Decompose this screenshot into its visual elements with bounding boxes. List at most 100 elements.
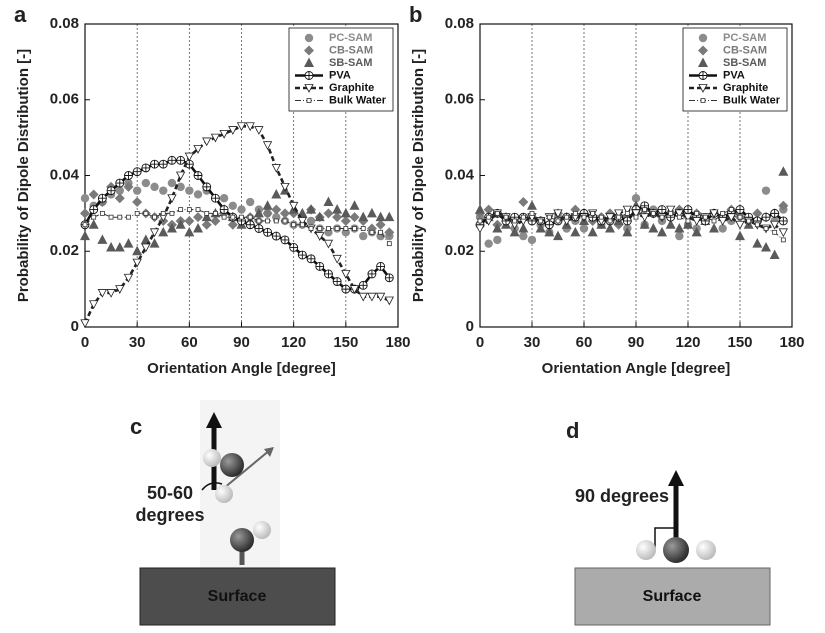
marker [761, 212, 771, 222]
legend-label: PVA [723, 69, 745, 81]
marker [384, 211, 395, 222]
marker [299, 222, 305, 228]
marker [642, 207, 648, 212]
marker [341, 284, 351, 294]
y-tick-label: 0.08 [50, 15, 79, 32]
y-tick-label: 0.04 [445, 166, 475, 183]
marker [262, 141, 273, 151]
marker [486, 214, 492, 220]
marker [80, 208, 90, 219]
marker [674, 209, 684, 219]
oxygen [220, 453, 244, 477]
marker [761, 241, 771, 252]
marker [605, 223, 615, 233]
marker [123, 238, 134, 248]
marker [570, 204, 581, 215]
marker [484, 239, 493, 248]
marker [709, 209, 719, 219]
marker [273, 218, 279, 224]
marker [282, 218, 288, 224]
marker [132, 258, 142, 268]
marker [493, 235, 502, 245]
panel-label: a [14, 2, 27, 27]
marker [201, 219, 212, 230]
legend-marker [700, 98, 706, 103]
legend-marker [698, 84, 708, 93]
marker [770, 208, 780, 218]
marker [384, 227, 395, 238]
marker [114, 241, 125, 252]
marker [82, 222, 88, 228]
marker [555, 218, 561, 224]
marker [572, 210, 578, 216]
marker [228, 126, 238, 135]
marker [378, 229, 384, 235]
marker [648, 223, 659, 233]
plot-frame [479, 23, 793, 328]
marker [326, 226, 331, 231]
marker [193, 212, 204, 223]
arrow-head [264, 447, 274, 457]
marker [308, 226, 314, 231]
marker [544, 220, 554, 230]
marker [184, 159, 194, 169]
marker [314, 211, 325, 222]
marker [709, 223, 719, 233]
surface [574, 567, 771, 626]
legend-label: Bulk Water [329, 94, 387, 106]
oxygen [230, 528, 254, 552]
marker [149, 238, 160, 248]
marker [219, 194, 229, 203]
marker [160, 210, 166, 216]
marker [323, 196, 334, 207]
panel-label: d [566, 418, 579, 443]
y-tick-label: 0.08 [445, 15, 474, 32]
surface [139, 567, 336, 626]
marker [622, 205, 632, 215]
marker [193, 145, 203, 154]
marker [117, 214, 123, 220]
marker [219, 129, 229, 139]
marker [97, 234, 108, 244]
marker [115, 186, 124, 195]
x-axis-label: Orientation Angle [degree] [542, 360, 731, 377]
marker [106, 289, 116, 298]
marker [675, 231, 684, 241]
marker [366, 223, 377, 234]
legend-marker [304, 45, 314, 56]
marker [616, 214, 622, 220]
series-line [83, 125, 390, 324]
legend-marker [304, 84, 314, 93]
marker [587, 226, 598, 237]
marker [97, 289, 108, 298]
marker [176, 182, 185, 192]
marker [271, 231, 281, 241]
marker [167, 178, 177, 188]
marker [236, 122, 247, 132]
marker [202, 182, 212, 192]
marker [360, 226, 366, 231]
x-tick-label: 90 [628, 334, 645, 351]
x-tick-label: 0 [476, 334, 484, 351]
marker [289, 243, 299, 252]
marker [694, 210, 700, 216]
marker [685, 218, 691, 224]
marker [752, 238, 763, 248]
marker [143, 210, 149, 216]
x-tick-label: 0 [81, 334, 89, 351]
marker [475, 204, 485, 214]
marker [89, 205, 99, 215]
marker [204, 210, 210, 216]
right-angle [654, 527, 676, 548]
x-tick-label: 180 [779, 334, 804, 351]
marker [88, 219, 99, 229]
marker [334, 226, 340, 231]
legend-label: PVA [329, 69, 351, 81]
marker [237, 205, 246, 214]
x-tick-label: 90 [233, 334, 250, 351]
marker [297, 250, 307, 260]
marker [352, 226, 357, 231]
marker [553, 230, 563, 241]
dipole-arrow [223, 449, 271, 489]
marker [263, 227, 273, 237]
